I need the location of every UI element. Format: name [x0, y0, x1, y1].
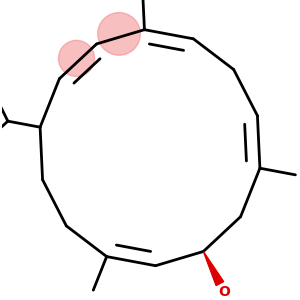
Text: O: O: [218, 285, 230, 299]
Polygon shape: [203, 251, 224, 286]
Circle shape: [58, 40, 94, 76]
Circle shape: [98, 13, 140, 55]
